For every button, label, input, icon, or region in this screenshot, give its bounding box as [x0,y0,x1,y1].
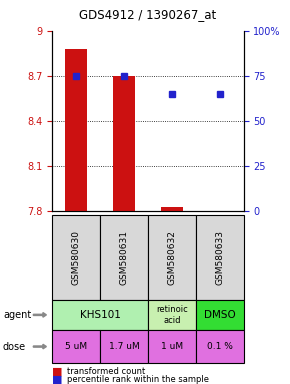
Text: 5 uM: 5 uM [65,342,87,351]
Text: GSM580633: GSM580633 [215,230,224,285]
Text: percentile rank within the sample: percentile rank within the sample [67,375,209,384]
Text: ■: ■ [52,367,63,377]
Text: 1.7 uM: 1.7 uM [108,342,139,351]
Text: DMSO: DMSO [204,310,235,320]
Text: GSM580631: GSM580631 [119,230,128,285]
Text: GDS4912 / 1390267_at: GDS4912 / 1390267_at [79,8,217,21]
Text: 0.1 %: 0.1 % [207,342,233,351]
Text: 1 uM: 1 uM [161,342,183,351]
Text: dose: dose [3,341,26,352]
Text: agent: agent [3,310,31,320]
Text: retinoic
acid: retinoic acid [156,305,188,324]
Text: ■: ■ [52,374,63,384]
Text: GSM580632: GSM580632 [167,230,176,285]
Text: GSM580630: GSM580630 [72,230,81,285]
Bar [113,76,135,211]
Text: KHS101: KHS101 [80,310,120,320]
Bar [65,49,87,211]
Text: transformed count: transformed count [67,367,145,376]
Bar [161,207,183,211]
